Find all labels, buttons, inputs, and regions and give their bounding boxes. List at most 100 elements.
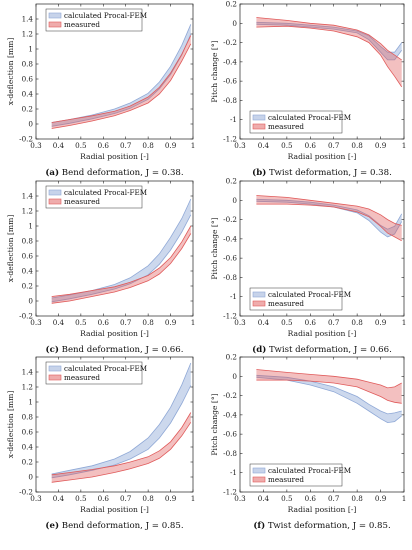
chart-panel-d: 0.3 0.4 0.5 0.6 0.7 0.8 0.9 1 -1.2 -1 -0.8 -0.6 -0.4… xyxy=(210,177,406,356)
series-lower-edge xyxy=(51,233,192,304)
y-tick-label: 0 xyxy=(28,120,33,129)
panel-caption: (f) Twist deformation, J = 0.85. xyxy=(253,520,390,531)
series-lower-edge xyxy=(51,33,192,127)
legend-box xyxy=(249,287,343,311)
y-tick-label: 0 xyxy=(28,297,33,306)
legend-box xyxy=(45,361,143,385)
y-tick-label: 0.2 xyxy=(22,282,33,291)
panel-caption: (c) Bend deformation, J = 0.66. xyxy=(46,344,184,355)
legend-swatch xyxy=(48,189,62,196)
legend-label: calculated Procal-FEM xyxy=(268,290,351,299)
x-tick-label: 0.8 xyxy=(142,141,154,150)
series-lower-edge xyxy=(51,385,192,479)
y-tick-label: 0 xyxy=(232,196,237,205)
y-tick-label: 0 xyxy=(28,473,33,482)
x-tick-label: 0.5 xyxy=(75,494,87,503)
x-tick-label: 0.8 xyxy=(351,318,363,327)
y-axis-label: x-deflection [mm] xyxy=(6,391,15,459)
x-tick-label: 0.6 xyxy=(305,141,317,150)
series-lower-edge xyxy=(256,203,402,242)
y-tick-label: -1.2 xyxy=(223,312,237,321)
series-upper-edge xyxy=(256,195,402,226)
series-band-measured xyxy=(51,35,191,129)
legend-label: measured xyxy=(268,122,304,131)
y-tick-label: 0.4 xyxy=(22,443,34,452)
x-tick-label: 0.3 xyxy=(30,141,42,150)
legend-swatch xyxy=(252,123,266,130)
legend-swatch xyxy=(252,476,266,483)
caption-text: Twist deformation, J = 0.38. xyxy=(269,168,392,178)
x-tick-label: 0.3 xyxy=(234,318,246,327)
series-lower-edge xyxy=(51,43,192,129)
x-tick-label: 0.9 xyxy=(165,318,177,327)
panel-caption: (a) Bend deformation, J = 0.38. xyxy=(45,167,183,178)
series-upper-edge xyxy=(51,412,192,476)
series-band-measured xyxy=(256,369,402,404)
legend-box xyxy=(45,8,143,32)
y-tick-label: -0.6 xyxy=(223,254,237,263)
x-tick-label: 0.3 xyxy=(234,494,246,503)
x-tick-label: 0.7 xyxy=(328,141,340,150)
series-upper-edge xyxy=(256,198,403,230)
x-tick-label: 0.3 xyxy=(234,141,246,150)
x-tick-label: 0.8 xyxy=(142,494,154,503)
chart-panel-e: 0.3 0.4 0.5 0.6 0.7 0.8 0.9 1 -0.2 0 0.2 0.4 0.6 0.8 1… xyxy=(6,356,196,531)
y-tick-label: 0.6 xyxy=(22,428,34,437)
y-tick-label: 1.2 xyxy=(22,207,33,216)
x-tick-label: 0.4 xyxy=(258,494,270,503)
y-tick-label: 0.2 xyxy=(22,105,33,114)
y-tick-label: -0.8 xyxy=(223,449,237,458)
y-tick-label: 0.6 xyxy=(22,252,34,261)
x-tick-label: 0.9 xyxy=(375,318,387,327)
series-bands xyxy=(256,195,403,242)
legend-label: calculated Procal-FEM xyxy=(268,113,351,122)
caption-text: Twist deformation, J = 0.85. xyxy=(268,521,391,531)
caption-text: Twist deformation, J = 0.66. xyxy=(269,345,392,355)
legend-label: calculated Procal-FEM xyxy=(64,188,147,197)
panel-caption: (d) Twist deformation, J = 0.66. xyxy=(252,344,392,355)
x-tick-label: 0.6 xyxy=(98,318,110,327)
x-tick-label: 0.6 xyxy=(98,494,110,503)
y-tick-label: -1 xyxy=(230,468,237,477)
y-tick-label: 0.2 xyxy=(226,0,237,9)
legend-label: measured xyxy=(268,475,304,484)
series-upper-edge xyxy=(256,374,402,415)
x-tick-label: 0.7 xyxy=(120,318,132,327)
y-tick-label: 0 xyxy=(232,372,237,381)
legend-label: measured xyxy=(64,20,100,29)
series-lower-edge xyxy=(51,422,192,483)
x-tick-label: 0.3 xyxy=(30,318,42,327)
x-tick-label: 0.6 xyxy=(98,141,110,150)
x-tick-label: 1 xyxy=(402,141,407,150)
y-tick-label: -0.2 xyxy=(223,215,237,224)
x-tick-label: 0.7 xyxy=(328,318,340,327)
x-tick-label: 1 xyxy=(191,494,196,503)
y-tick-label: -0.2 xyxy=(19,488,33,497)
legend-swatch xyxy=(48,12,62,19)
y-tick-label: 0.2 xyxy=(22,458,33,467)
y-tick-label: -0.8 xyxy=(223,96,237,105)
y-axis-label: x-deflection [mm] xyxy=(6,215,15,283)
series-bands xyxy=(256,17,403,88)
panel-caption: (e) Bend deformation, J = 0.85. xyxy=(45,520,183,531)
series-upper-edge xyxy=(51,225,192,297)
legend-label: calculated Procal-FEM xyxy=(64,364,147,373)
chart-panel-b: 0.3 0.4 0.5 0.6 0.7 0.8 0.9 1 -1.2 -1 -0.8 -0.6 -0.4… xyxy=(210,0,406,178)
series-upper-edge xyxy=(256,369,402,389)
legend-label: calculated Procal-FEM xyxy=(268,466,351,475)
x-tick-label: 0.9 xyxy=(375,494,387,503)
caption-letter: (a) xyxy=(45,167,59,178)
y-tick-label: -0.6 xyxy=(223,430,237,439)
caption-text: Bend deformation, J = 0.38. xyxy=(62,168,184,178)
x-axis-label: Radial position [-] xyxy=(288,329,357,338)
series-upper-edge xyxy=(51,362,192,475)
x-tick-label: 0.4 xyxy=(53,494,65,503)
series-lower-edge xyxy=(256,23,403,61)
y-tick-label: 0.6 xyxy=(22,75,34,84)
legend-swatch xyxy=(48,365,62,372)
y-tick-label: -0.2 xyxy=(223,38,237,47)
